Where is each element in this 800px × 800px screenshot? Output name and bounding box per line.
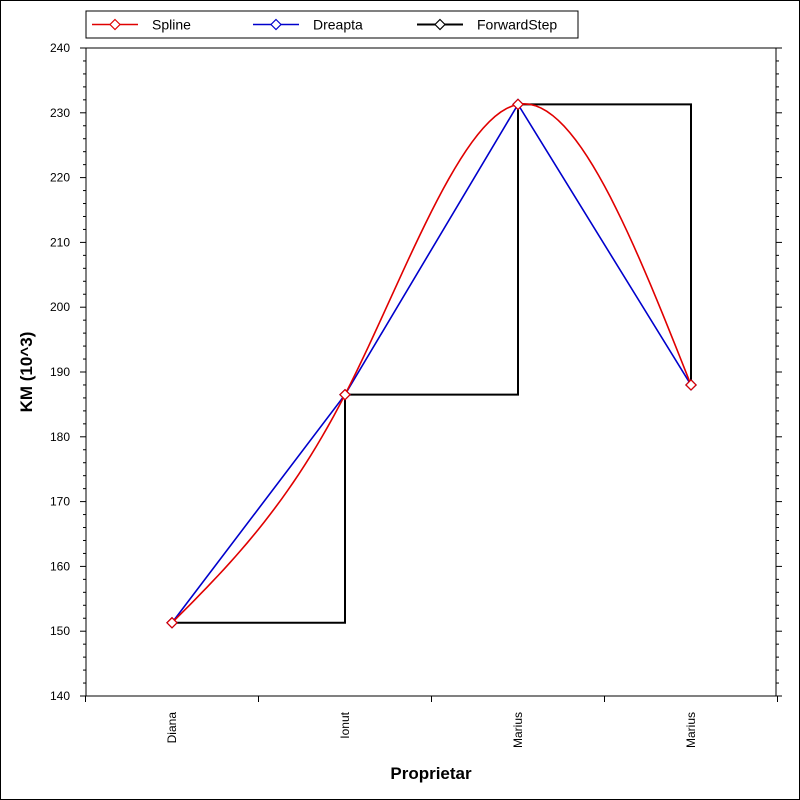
y-tick-label: 160 bbox=[50, 559, 70, 573]
x-tick-label: Ionut bbox=[338, 711, 352, 738]
x-tick-label: Marius bbox=[684, 712, 698, 748]
data-point-marker bbox=[434, 18, 446, 31]
legend-box bbox=[85, 10, 579, 39]
x-axis: Diana Ionut Marius Marius bbox=[85, 696, 778, 748]
series-line bbox=[172, 103, 692, 624]
data-point-marker bbox=[166, 616, 178, 629]
y-tick-label: 190 bbox=[50, 365, 70, 379]
y-tick-label: 150 bbox=[50, 624, 70, 638]
series-spline bbox=[166, 98, 697, 629]
x-tick-label: Diana bbox=[165, 712, 179, 744]
data-point-marker bbox=[270, 18, 282, 31]
y-axis-title: KM (10^3) bbox=[17, 332, 36, 413]
y-tick-label: 210 bbox=[50, 235, 70, 249]
y-axis: 140 150 160 170 180 190 200 210 220 230 240 bbox=[50, 41, 782, 703]
y-tick-label: 170 bbox=[50, 495, 70, 509]
y-tick-label: 220 bbox=[50, 171, 70, 185]
series-layer bbox=[166, 98, 697, 629]
y-tick-label: 180 bbox=[50, 430, 70, 444]
legend-label: ForwardStep bbox=[477, 17, 557, 33]
legend-item-forwardstep: ForwardStep bbox=[417, 17, 557, 33]
legend-label: Spline bbox=[152, 17, 191, 33]
x-tick-label: Marius bbox=[511, 712, 525, 748]
y-tick-label: 200 bbox=[50, 300, 70, 314]
data-point-marker bbox=[339, 388, 351, 401]
legend-item-spline: Spline bbox=[92, 17, 191, 33]
data-point-marker bbox=[109, 18, 121, 31]
series-line bbox=[171, 102, 692, 624]
legend-item-dreapta: Dreapta bbox=[253, 17, 363, 33]
y-tick-label: 240 bbox=[50, 41, 70, 55]
series-line bbox=[171, 103, 692, 624]
legend: Spline Dreapta ForwardStep bbox=[85, 10, 579, 39]
y-tick-label: 140 bbox=[50, 689, 70, 703]
legend-label: Dreapta bbox=[313, 17, 363, 33]
y-tick-label: 230 bbox=[50, 106, 70, 120]
x-axis-title: Proprietar bbox=[390, 764, 472, 783]
data-point-marker bbox=[685, 379, 697, 391]
data-point-marker bbox=[512, 98, 524, 111]
